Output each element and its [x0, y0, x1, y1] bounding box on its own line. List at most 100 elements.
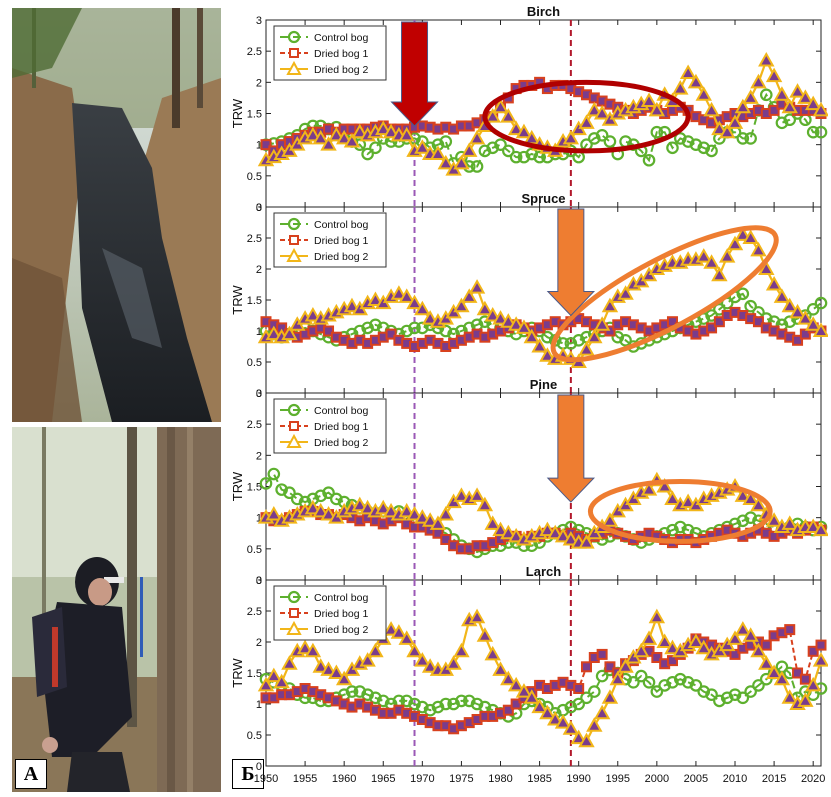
highlight-ellipse: [550, 225, 779, 363]
series-dried2: [257, 471, 828, 549]
data-point-dried1: [604, 661, 616, 673]
data-point-control: [759, 672, 773, 686]
data-point-control: [259, 477, 273, 490]
legend-label-dried1: Dried bog 1: [314, 608, 368, 620]
data-point-dried2: [507, 120, 525, 136]
data-point-control: [376, 694, 390, 708]
data-point-dried2: [367, 291, 384, 306]
data-point-control: [658, 679, 671, 692]
data-point-control: [369, 691, 382, 705]
data-point-dried2: [672, 80, 689, 95]
y-axis-label: TRW: [230, 285, 245, 315]
data-point-control: [439, 697, 453, 711]
data-point-dried2: [648, 608, 666, 624]
data-point-dried1: [596, 648, 608, 660]
data-point-dried2: [703, 254, 720, 269]
x-tick-label: 1955: [293, 773, 317, 785]
arrow-annotation: [546, 208, 596, 317]
data-point-dried2: [429, 515, 447, 530]
data-point-dried2: [547, 710, 564, 726]
data-point-control: [564, 700, 578, 714]
data-point-control: [408, 321, 421, 335]
data-point-dried2: [773, 288, 791, 303]
chart-panel-spruce: 0 0.5 1 1.5 2 2.5 3 TRW Spruce Control bog Dried b…: [230, 191, 828, 400]
data-point-dried2: [304, 306, 322, 322]
data-point-dried2: [382, 123, 400, 139]
data-point-dried2: [797, 692, 814, 707]
x-tick-label: 2010: [723, 773, 747, 785]
data-point-dried2: [578, 732, 595, 748]
data-point-dried2: [335, 129, 353, 145]
data-point-control: [744, 132, 757, 145]
data-point-dried2: [492, 661, 509, 676]
legend-label-control: Control bog: [314, 219, 368, 231]
data-point-dried2: [797, 310, 814, 325]
data-point-dried2: [539, 347, 556, 362]
data-point-control: [400, 694, 414, 708]
data-point-dried2: [804, 676, 822, 692]
drainage-ditch-photo: [12, 8, 221, 422]
legend-marker-dried2: [286, 60, 302, 75]
data-point-dried2: [734, 98, 752, 114]
y-tick-label: 0.5: [247, 730, 262, 742]
data-point-dried2: [648, 101, 666, 117]
data-point-control: [533, 150, 546, 164]
data-point-dried2: [773, 86, 791, 101]
data-point-dried2: [304, 499, 322, 515]
data-point-dried2: [484, 645, 501, 661]
data-point-dried2: [695, 86, 712, 101]
data-point-dried2: [804, 95, 822, 111]
data-point-dried2: [359, 652, 376, 667]
legend: Control bog Dried bog 1 Dried bog 2: [273, 585, 387, 641]
data-point-dried2: [539, 521, 556, 537]
data-point-control: [416, 700, 429, 714]
data-point-control: [502, 144, 515, 158]
legend-label-dried2: Dried bog 2: [314, 251, 368, 263]
chart-figure: 0 0.5 1 1.5 2 2.5 3 TRW Birch Control bog Dried bo…: [230, 4, 828, 785]
data-point-control: [720, 691, 734, 705]
data-point-control: [783, 315, 797, 328]
data-point-dried2: [414, 509, 431, 524]
legend: Control bog Dried bog 1 Dried bog 2: [273, 212, 387, 268]
data-point-dried2: [781, 515, 798, 530]
data-point-control: [681, 135, 695, 148]
data-point-dried2: [328, 664, 345, 679]
y-tick-label: 3: [256, 202, 262, 214]
data-point-dried2: [304, 126, 322, 142]
data-point-dried2: [797, 89, 814, 104]
data-point-control: [470, 697, 484, 711]
data-point-dried2: [758, 51, 775, 67]
data-point-control: [736, 514, 750, 528]
y-tick-label: 3: [256, 388, 262, 400]
data-point-control: [595, 669, 609, 683]
data-point-control: [595, 129, 609, 142]
data-point-dried2: [320, 661, 337, 676]
data-point-dried2: [679, 64, 697, 79]
data-point-dried2: [492, 310, 509, 325]
data-point-dried2: [437, 154, 455, 170]
data-point-dried2: [586, 328, 603, 344]
data-point-dried2: [281, 655, 298, 670]
chart-panel-pine: 0 0.5 1 1.5 2 2.5 3 TRW Pine Control bog Dried bog…: [230, 377, 828, 587]
data-point-dried2: [414, 300, 431, 316]
data-point-control: [416, 321, 429, 335]
data-point-control: [666, 523, 679, 537]
arrow-annotation: [390, 21, 439, 127]
data-point-dried2: [507, 676, 525, 692]
data-point-control: [455, 694, 468, 708]
data-point-dried2: [515, 683, 533, 698]
data-point-dried2: [343, 133, 361, 148]
y-tick-label: 1: [256, 326, 262, 338]
data-point-control: [494, 138, 507, 151]
data-point-dried2: [328, 126, 345, 142]
data-point-dried2: [492, 521, 509, 537]
data-point-control: [713, 694, 726, 708]
data-point-dried1: [651, 652, 663, 663]
data-point-control: [697, 685, 711, 698]
data-point-dried2: [632, 642, 650, 658]
data-point-control: [775, 116, 789, 130]
data-point-dried2: [664, 639, 681, 655]
y-tick-label: 1: [256, 699, 262, 711]
data-point-dried2: [468, 608, 486, 624]
data-point-control: [470, 160, 484, 173]
